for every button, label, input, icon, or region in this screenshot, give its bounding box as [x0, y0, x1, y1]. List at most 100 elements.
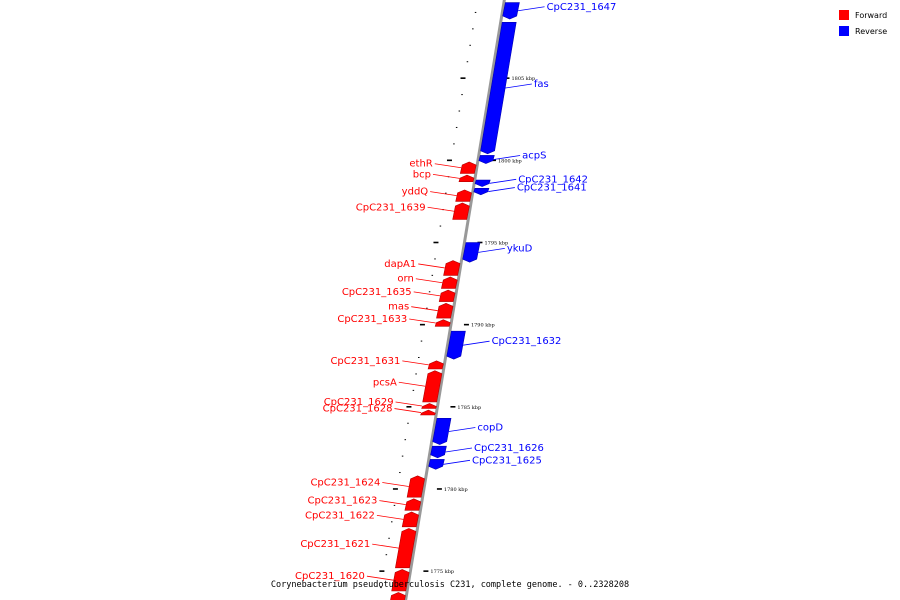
- gene-label: CpC231_1623: [307, 496, 377, 507]
- gene-label: dapA1: [384, 259, 416, 270]
- gene-arrow[interactable]: [432, 417, 452, 445]
- gene-arrow[interactable]: [430, 445, 447, 459]
- tick-label: 1780 kbp: [444, 487, 468, 493]
- label-leader: [376, 514, 404, 520]
- label-leader: [379, 500, 406, 505]
- gene-arrow[interactable]: [502, 2, 520, 20]
- gene-arrow[interactable]: [443, 260, 461, 276]
- tick-label: 1805 kbp: [511, 76, 535, 82]
- label-leader: [478, 247, 505, 253]
- genome-backbone: [404, 0, 506, 600]
- gene-arrow[interactable]: [404, 498, 422, 511]
- gene-label: CpC231_1632: [492, 336, 562, 347]
- gene-arrow[interactable]: [401, 511, 419, 528]
- label-leader: [489, 178, 517, 184]
- tick-label: 1795 kbp: [484, 240, 508, 246]
- legend: Forward Reverse: [839, 10, 887, 36]
- label-leader: [382, 482, 409, 487]
- gene-label: fas: [534, 79, 549, 90]
- gene-arrow[interactable]: [474, 179, 491, 187]
- label-leader: [445, 447, 473, 453]
- label-leader: [402, 360, 429, 366]
- label-leader: [434, 163, 462, 169]
- gene-label: CpC231_1639: [356, 202, 426, 213]
- gene-arrow[interactable]: [422, 370, 443, 403]
- gene-label: ethR: [409, 159, 432, 170]
- tick-label: 1785 kbp: [457, 405, 481, 411]
- gene-label: CpC231_1620: [295, 571, 365, 582]
- gene-arrow[interactable]: [395, 528, 417, 569]
- gene-label: CpC231_1629: [324, 397, 394, 408]
- gene-arrow[interactable]: [438, 289, 456, 302]
- label-leader: [415, 278, 443, 284]
- gene-label: CpC231_1624: [310, 478, 380, 489]
- label-leader: [409, 318, 436, 324]
- gene-label: ykuD: [507, 243, 533, 254]
- gene-arrow[interactable]: [406, 475, 425, 498]
- label-leader: [427, 206, 455, 212]
- gene-label: CpC231_1621: [300, 539, 370, 550]
- gene-features: [388, 2, 520, 600]
- gene-arrow[interactable]: [480, 21, 517, 155]
- gene-label: CpC231_1622: [305, 510, 375, 521]
- label-leader: [395, 401, 423, 407]
- label-leader: [448, 427, 476, 432]
- label-leader: [430, 191, 457, 197]
- gene-label: pcsA: [373, 377, 397, 388]
- genome-caption: Corynebacterium pseudotuberculosis C231,…: [271, 580, 629, 590]
- gene-arrow[interactable]: [427, 360, 444, 370]
- gene-label: CpC231_1641: [517, 183, 587, 194]
- gene-label: orn: [397, 274, 413, 285]
- gene-arrow[interactable]: [446, 330, 466, 360]
- label-leader: [411, 306, 438, 312]
- label-leader: [413, 291, 441, 297]
- gene-arrow[interactable]: [459, 161, 477, 174]
- gene-arrow[interactable]: [420, 409, 436, 416]
- gene-label: CpC231_1631: [330, 356, 400, 367]
- gene-arrow[interactable]: [434, 319, 451, 327]
- gene-label: CpC231_1628: [323, 404, 393, 415]
- gene-arrow[interactable]: [455, 189, 472, 202]
- label-leader: [505, 83, 532, 89]
- gene-arrow[interactable]: [391, 569, 410, 592]
- gene-label: bcp: [413, 169, 431, 180]
- gene-arrow[interactable]: [436, 302, 454, 319]
- label-leader: [518, 6, 545, 12]
- tick-label: 1800 kbp: [498, 158, 522, 164]
- legend-reverse-swatch: [839, 26, 849, 36]
- gene-label: yddQ: [402, 187, 429, 198]
- gene-arrow[interactable]: [462, 242, 481, 263]
- gene-label: CpC231_1635: [342, 287, 412, 298]
- label-leader: [394, 408, 422, 413]
- gene-arrow[interactable]: [388, 592, 406, 600]
- label-leader: [463, 340, 490, 346]
- gene-label: CpC231_1626: [474, 443, 544, 454]
- gene-label: acpS: [522, 151, 546, 162]
- label-leader: [432, 174, 460, 179]
- tick-label: 1790 kbp: [471, 323, 495, 329]
- gene-arrow[interactable]: [441, 276, 458, 289]
- gene-label: CpC231_1625: [472, 455, 542, 466]
- label-leader: [443, 459, 471, 465]
- gene-label: CpC231_1633: [337, 314, 407, 325]
- label-leader: [366, 575, 394, 581]
- gene-label: mas: [388, 302, 409, 313]
- gene-arrow[interactable]: [478, 155, 495, 164]
- gene-label: CpC231_1647: [547, 2, 617, 13]
- gene-label: CpC231_1642: [518, 174, 588, 185]
- gene-arrow[interactable]: [458, 174, 475, 182]
- gene-arrow[interactable]: [452, 202, 470, 220]
- legend-reverse-label: Reverse: [855, 27, 887, 36]
- legend-forward-swatch: [839, 10, 849, 20]
- label-leader: [488, 187, 515, 192]
- label-leader: [372, 543, 399, 549]
- legend-forward-label: Forward: [855, 11, 887, 20]
- label-leader: [493, 155, 521, 160]
- tick-label: 1775 kbp: [430, 569, 454, 575]
- gene-arrow[interactable]: [421, 403, 437, 409]
- gene-arrow[interactable]: [428, 459, 445, 470]
- gene-label: copD: [477, 422, 503, 433]
- gene-arrow[interactable]: [473, 188, 490, 196]
